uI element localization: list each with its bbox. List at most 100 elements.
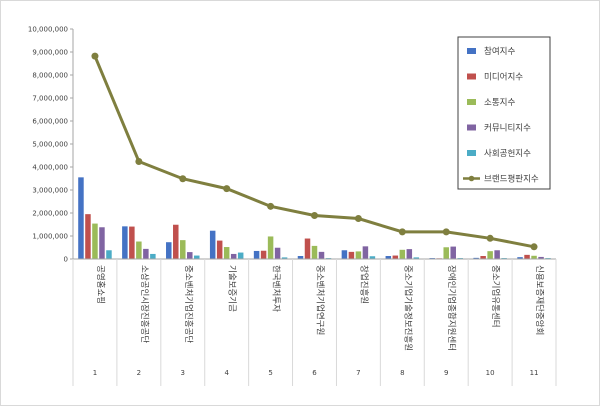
bar (129, 226, 135, 259)
bar (304, 238, 311, 259)
line-point (530, 243, 538, 251)
y-tick-label: 5,000,000 (32, 141, 68, 149)
line-point (267, 202, 275, 210)
bar (385, 256, 392, 259)
line-point (442, 228, 450, 236)
bar (487, 251, 493, 259)
bar (517, 257, 523, 259)
y-tick-label: 0 (64, 256, 68, 264)
category-name-label: 중소기업기술정보진흥원 (402, 265, 413, 351)
y-axis-ticks: 0 1,000,000 2,000,000 3,000,000 4,000,000 5,0… (28, 26, 73, 264)
bar (143, 248, 149, 259)
legend-label: 브랜드평판지수 (484, 174, 539, 185)
category-name-label: 기술보증기금 (227, 265, 237, 312)
legend-swatch (467, 124, 476, 131)
bar (150, 253, 156, 259)
bar (369, 256, 376, 259)
bar (260, 250, 267, 259)
y-tick-label: 2,000,000 (32, 210, 68, 218)
y-tick-label: 10,000,000 (28, 26, 68, 34)
bar (494, 250, 500, 259)
bar (362, 246, 369, 259)
bar (166, 242, 172, 259)
legend-box (457, 36, 551, 190)
bar (99, 227, 105, 259)
bar (223, 247, 230, 259)
bar (355, 251, 362, 259)
line-point (311, 212, 318, 220)
bar (348, 251, 355, 259)
legend-swatch (467, 99, 476, 105)
line-point (354, 215, 362, 223)
y-tick-label: 7,000,000 (32, 95, 68, 103)
legend-label: 미디어지수 (484, 72, 523, 83)
bar (538, 256, 544, 259)
bar (78, 177, 84, 259)
y-tick-label: 6,000,000 (32, 118, 68, 126)
bar (524, 254, 530, 259)
bar (399, 249, 406, 259)
bar (106, 250, 112, 259)
bar (194, 255, 200, 259)
bar (341, 250, 348, 259)
category-name-label: 공영홈쇼핑 (95, 265, 106, 304)
bar (237, 252, 244, 259)
legend-label: 사회공헌지수 (484, 149, 531, 159)
y-tick-label: 4,000,000 (32, 164, 68, 172)
bars (78, 177, 551, 259)
bar (187, 252, 193, 259)
x-axis-labels: 공영홈쇼핑 소상공인시장진흥공단 중소벤처기업진흥공단 기술보증기금 한국벤처투자 중소벤… (93, 265, 545, 377)
bar (480, 256, 486, 259)
bar (281, 257, 288, 259)
category-name-label: 창업진흥원 (358, 265, 369, 304)
legend-label: 참여지수 (484, 46, 515, 57)
category-number-label: 9 (444, 369, 448, 377)
category-number-label: 6 (312, 369, 317, 377)
line-point (91, 52, 99, 60)
category-name-label: 중소기업유통센터 (490, 265, 501, 328)
category-name-label: 장애인기업종합지원센터 (446, 265, 457, 351)
legend-point-swatch (468, 175, 475, 182)
category-number-label: 10 (486, 369, 495, 377)
axes (72, 29, 557, 386)
bar (253, 250, 260, 259)
line-point (398, 228, 406, 236)
category-name-label: 소상공인시장진흥공단 (139, 265, 150, 343)
line-point (223, 185, 231, 193)
line-point (486, 234, 494, 242)
bar (230, 253, 237, 259)
legend-swatch (467, 73, 476, 80)
bar (136, 241, 142, 259)
category-number-label: 5 (268, 369, 272, 377)
line-point (179, 175, 187, 183)
bar (85, 214, 91, 259)
category-number-label: 8 (400, 369, 404, 377)
reputation-line (91, 52, 538, 251)
bar (406, 249, 413, 259)
bar (531, 255, 537, 259)
category-number-label: 3 (181, 369, 185, 377)
bar (318, 251, 325, 259)
legend-label: 커뮤니티지수 (484, 123, 531, 134)
bar (450, 246, 456, 259)
category-number-label: 7 (356, 369, 360, 377)
y-tick-label: 8,000,000 (32, 72, 68, 80)
line-point (135, 157, 143, 165)
bar (311, 245, 318, 259)
bar (209, 230, 216, 259)
bar (180, 240, 186, 259)
y-tick-label: 3,000,000 (32, 187, 68, 195)
bar (443, 247, 449, 259)
y-tick-label: 9,000,000 (32, 49, 68, 57)
bar (274, 247, 281, 259)
y-tick-label: 1,000,000 (32, 233, 68, 241)
bar (122, 226, 128, 259)
category-number-label: 2 (137, 369, 141, 377)
category-name-label: 한국벤처투자 (271, 265, 282, 312)
bar (92, 223, 98, 259)
legend-swatch (467, 150, 476, 156)
category-number-label: 4 (224, 369, 229, 377)
